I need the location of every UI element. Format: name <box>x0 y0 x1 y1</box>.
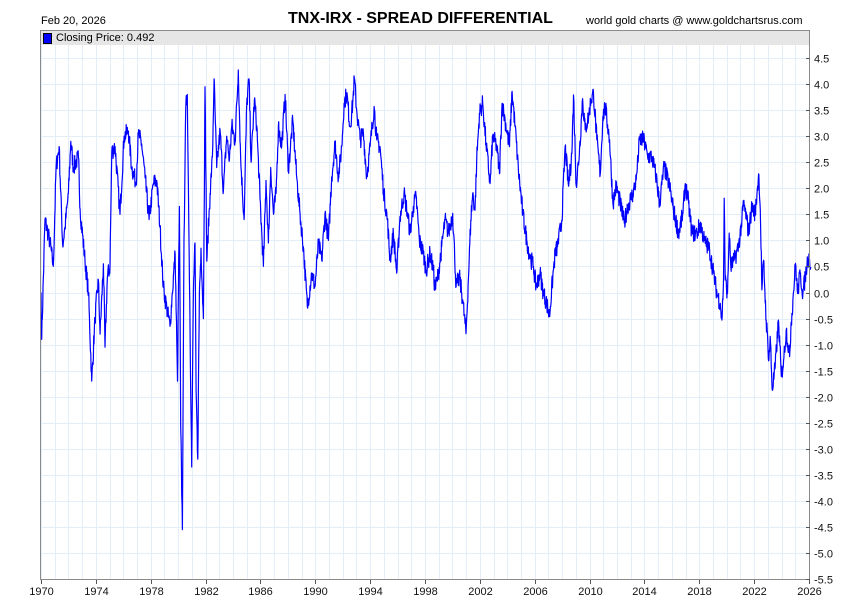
x-tick-label: 2010 <box>578 586 602 598</box>
x-tick-label: 1994 <box>358 586 382 598</box>
x-tick-label: 2026 <box>797 586 821 598</box>
x-tick-label: 1974 <box>84 586 108 598</box>
legend-label: Closing Price: 0.492 <box>56 32 155 44</box>
legend-swatch <box>43 32 52 44</box>
y-tick-label: -3.0 <box>814 445 833 457</box>
series-group <box>40 69 812 531</box>
x-axis: 1970 1974 1978 1982 1986 1990 1994 1998 2002 2006… <box>29 580 822 598</box>
grid <box>40 30 810 580</box>
chart-date: Feb 20, 2026 <box>41 15 106 27</box>
y-tick-label: -4.0 <box>814 497 833 509</box>
y-tick-label: -0.5 <box>814 315 833 327</box>
y-tick-label: 3.5 <box>814 106 829 118</box>
y-tick-label: -1.0 <box>814 341 833 353</box>
chart-title: TNX-IRX - SPREAD DIFFERENTIAL <box>288 10 553 27</box>
legend: Closing Price: 0.492 <box>43 32 154 44</box>
y-tick-label: -3.5 <box>814 471 833 483</box>
x-tick-label: 1978 <box>139 586 163 598</box>
series-line-closing-price <box>40 69 812 531</box>
y-tick-label: 0.5 <box>814 262 829 274</box>
y-tick-label: -4.5 <box>814 523 833 535</box>
x-tick-label: 2022 <box>742 586 766 598</box>
y-tick-label: -1.5 <box>814 367 833 379</box>
x-tick-label: 1986 <box>248 586 272 598</box>
y-tick-label: 2.0 <box>814 184 829 196</box>
x-tick-label: 2018 <box>687 586 711 598</box>
x-tick-label: 2002 <box>468 586 492 598</box>
y-tick-label: -5.0 <box>814 549 833 561</box>
x-tick-label: 2006 <box>523 586 547 598</box>
x-tick-label: 2014 <box>632 586 656 598</box>
plot-frame <box>40 30 810 580</box>
x-tick-label: 1990 <box>303 586 327 598</box>
y-tick-label: 4.5 <box>814 54 829 66</box>
x-tick-label: 1998 <box>413 586 437 598</box>
y-tick-label: 4.0 <box>814 80 829 92</box>
chart-credit: world gold charts @ www.goldchartsrus.co… <box>586 15 803 27</box>
y-tick-label: -2.0 <box>814 393 833 405</box>
legend-background <box>40 30 810 45</box>
y-tick-label: -2.5 <box>814 419 833 431</box>
y-tick-label: 1.5 <box>814 210 829 222</box>
y-tick-label: -5.5 <box>814 575 833 587</box>
y-tick-label: 2.5 <box>814 158 829 170</box>
y-tick-label: 3.0 <box>814 132 829 144</box>
y-axis: 4.5 4.0 3.5 3.0 2.5 2.0 1.5 1.0 0.5 0.0 -0.5 -1.0 -1… <box>806 54 833 587</box>
y-tick-label: 0.0 <box>814 289 829 301</box>
y-tick-label: 1.0 <box>814 236 829 248</box>
x-tick-label: 1982 <box>194 586 218 598</box>
x-tick-label: 1970 <box>29 586 53 598</box>
